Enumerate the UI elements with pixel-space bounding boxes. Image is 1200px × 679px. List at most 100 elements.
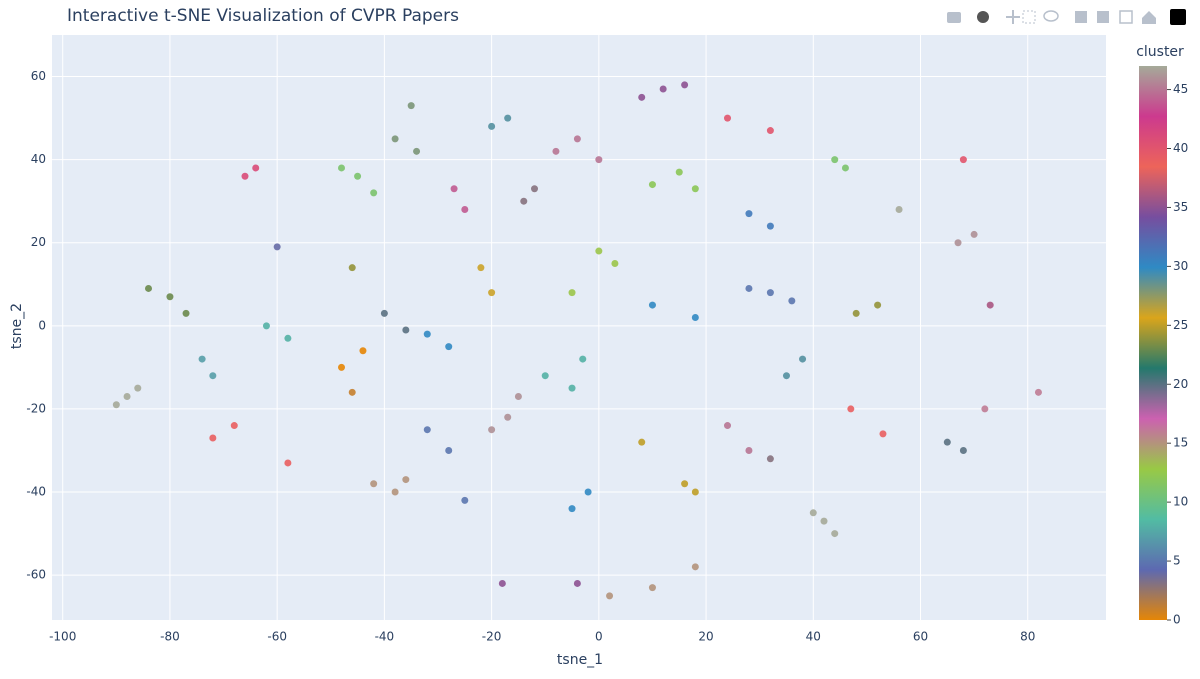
point <box>568 505 576 513</box>
point <box>831 156 839 164</box>
x-axis-title: tsne_1 <box>557 652 603 668</box>
colorbar-tick-label: 45 <box>1173 82 1188 96</box>
point <box>959 446 967 454</box>
point <box>514 392 522 400</box>
camera-button[interactable] <box>947 12 961 23</box>
x-tick-label: -100 <box>49 630 76 644</box>
y-tick-label: 40 <box>31 152 46 166</box>
point <box>450 185 458 193</box>
point <box>820 517 828 525</box>
y-tick-label: 0 <box>38 318 46 332</box>
point <box>541 372 549 380</box>
pan-button[interactable] <box>1006 10 1020 24</box>
point <box>359 347 367 355</box>
box-select-button[interactable] <box>1022 10 1036 24</box>
colorbar-tick-label: 40 <box>1173 141 1188 155</box>
point <box>284 334 292 342</box>
point <box>681 81 689 89</box>
point <box>145 284 153 292</box>
x-tick-label: -60 <box>267 630 287 644</box>
point <box>648 181 656 189</box>
point <box>391 135 399 143</box>
point <box>198 355 206 363</box>
point <box>745 210 753 218</box>
point <box>498 579 506 587</box>
point <box>691 314 699 322</box>
point <box>348 388 356 396</box>
point <box>273 243 281 251</box>
point <box>681 480 689 488</box>
point <box>391 488 399 496</box>
point <box>782 372 790 380</box>
point <box>970 230 978 238</box>
colorbar-tick-label: 20 <box>1173 377 1188 391</box>
point <box>584 488 592 496</box>
point <box>423 426 431 434</box>
x-tick-label: -80 <box>160 630 180 644</box>
point <box>874 301 882 309</box>
point <box>380 309 388 317</box>
point <box>895 206 903 214</box>
zoom-out-button[interactable] <box>1097 11 1109 23</box>
x-tick-label: 0 <box>595 630 603 644</box>
y-tick-label: -20 <box>26 401 46 415</box>
point <box>648 584 656 592</box>
point <box>691 488 699 496</box>
point <box>638 93 646 101</box>
lasso-button[interactable] <box>1043 10 1059 22</box>
colorbar <box>1139 66 1167 620</box>
plot-background <box>52 35 1106 620</box>
point <box>766 222 774 230</box>
point <box>724 422 732 430</box>
reset-button[interactable] <box>1142 11 1156 24</box>
y-tick-label: 60 <box>31 69 46 83</box>
point <box>943 438 951 446</box>
point <box>284 459 292 467</box>
point <box>445 446 453 454</box>
x-tick-label: 40 <box>806 630 821 644</box>
point <box>766 127 774 135</box>
point <box>402 326 410 334</box>
point <box>606 592 614 600</box>
point <box>477 264 485 272</box>
point <box>766 289 774 297</box>
colorbar-tick-label: 35 <box>1173 200 1188 214</box>
point <box>407 102 415 110</box>
point <box>648 301 656 309</box>
point <box>348 264 356 272</box>
point <box>675 168 683 176</box>
point <box>595 156 603 164</box>
point <box>370 189 378 197</box>
plotly-logo[interactable] <box>1170 9 1186 25</box>
point <box>691 563 699 571</box>
x-tick-label: -20 <box>482 630 502 644</box>
point <box>611 260 619 268</box>
point <box>568 384 576 392</box>
y-tick-label: -60 <box>26 568 46 582</box>
zoom-button[interactable] <box>977 11 989 23</box>
colorbar-tick-label: 25 <box>1173 318 1188 332</box>
x-tick-label: -40 <box>375 630 395 644</box>
point <box>981 405 989 413</box>
point <box>568 289 576 297</box>
point <box>531 185 539 193</box>
point <box>799 355 807 363</box>
point <box>230 422 238 430</box>
point <box>209 434 217 442</box>
point <box>354 172 362 180</box>
point <box>488 289 496 297</box>
point <box>879 430 887 438</box>
autoscale-button[interactable] <box>1119 10 1133 24</box>
point <box>182 309 190 317</box>
chart-title: Interactive t-SNE Visualization of CVPR … <box>67 6 459 26</box>
point <box>1034 388 1042 396</box>
point <box>847 405 855 413</box>
point <box>745 284 753 292</box>
point <box>504 413 512 421</box>
zoom-in-button[interactable] <box>1075 11 1087 23</box>
point <box>423 330 431 338</box>
point <box>413 147 421 155</box>
colorbar-tick-label: 15 <box>1173 436 1188 450</box>
point <box>766 455 774 463</box>
point <box>166 293 174 301</box>
